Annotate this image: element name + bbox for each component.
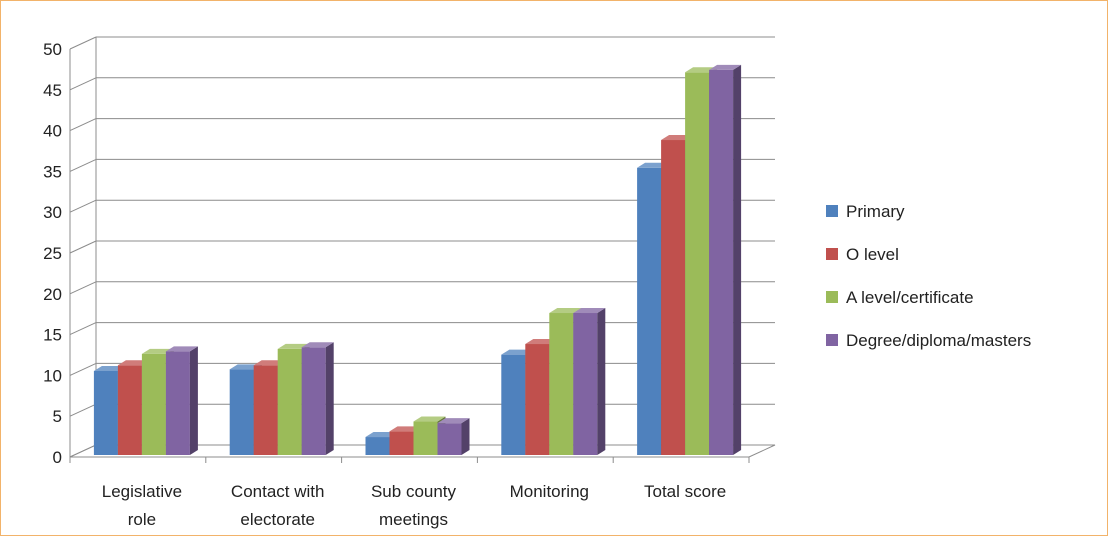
y-tick-label: 5 bbox=[53, 407, 62, 426]
bar-a-level-certificate bbox=[685, 72, 710, 456]
y-tick-label: 15 bbox=[43, 326, 62, 345]
bar-o-level bbox=[253, 365, 278, 455]
bar-top bbox=[437, 418, 470, 424]
bar-side bbox=[461, 418, 470, 455]
bar-side bbox=[733, 64, 742, 456]
legend-label: Primary bbox=[846, 202, 905, 221]
legend-swatch bbox=[826, 248, 838, 260]
gridline-depth bbox=[69, 240, 97, 254]
bar-degree-diploma-masters bbox=[709, 69, 734, 456]
legend-swatch bbox=[826, 205, 838, 217]
bar-top bbox=[413, 416, 446, 422]
legend-label: Degree/diploma/masters bbox=[846, 331, 1031, 350]
bar-o-level bbox=[661, 140, 686, 456]
bar-o-level bbox=[389, 431, 414, 455]
bar-top bbox=[165, 346, 198, 352]
bar-o-level bbox=[525, 344, 550, 455]
gridline-depth bbox=[69, 118, 97, 132]
x-category-label: meetings bbox=[379, 510, 448, 529]
bar-degree-diploma-masters bbox=[165, 351, 190, 455]
bar-degree-diploma-masters bbox=[301, 347, 326, 455]
x-category-label: role bbox=[128, 510, 156, 529]
bar-top bbox=[573, 308, 606, 314]
bar-primary bbox=[93, 370, 118, 455]
bar-side bbox=[325, 342, 334, 455]
y-tick-label: 30 bbox=[43, 203, 62, 222]
bar-side bbox=[597, 308, 606, 455]
y-tick-label: 10 bbox=[43, 366, 62, 385]
gridline-depth bbox=[69, 158, 97, 172]
legend-label: O level bbox=[846, 245, 899, 264]
legend-swatch bbox=[826, 291, 838, 303]
x-category-label: Sub county bbox=[371, 482, 457, 501]
bar-degree-diploma-masters bbox=[573, 313, 598, 455]
y-tick-label: 0 bbox=[53, 448, 62, 467]
bar-primary bbox=[229, 369, 254, 455]
legend-label: A level/certificate bbox=[846, 288, 974, 307]
y-tick-label: 20 bbox=[43, 285, 62, 304]
y-tick-label: 45 bbox=[43, 81, 62, 100]
gridline-depth bbox=[69, 36, 97, 50]
y-tick-label: 35 bbox=[43, 162, 62, 181]
bar-side bbox=[189, 346, 198, 455]
x-category-label: Total score bbox=[644, 482, 726, 501]
x-category-label: Contact with bbox=[231, 482, 325, 501]
bar-top bbox=[301, 342, 334, 348]
x-category-label: Legislative bbox=[102, 482, 182, 501]
bar-a-level-certificate bbox=[277, 348, 302, 455]
x-category-label: electorate bbox=[240, 510, 315, 529]
gridline-depth bbox=[69, 199, 97, 213]
gridline-depth bbox=[69, 403, 97, 417]
bar-o-level bbox=[117, 365, 142, 455]
y-tick-label: 40 bbox=[43, 122, 62, 141]
gridline-depth bbox=[69, 281, 97, 295]
bar-top bbox=[549, 308, 582, 314]
gridline-depth bbox=[69, 77, 97, 91]
bar-a-level-certificate bbox=[549, 313, 574, 455]
bar-top bbox=[709, 64, 742, 70]
bar-primary bbox=[365, 437, 390, 455]
y-tick-label: 25 bbox=[43, 244, 62, 263]
y-tick-label: 50 bbox=[43, 40, 62, 59]
bar-a-level-certificate bbox=[413, 421, 438, 455]
legend-swatch bbox=[826, 334, 838, 346]
bar-a-level-certificate bbox=[141, 353, 166, 455]
bar-primary bbox=[501, 354, 526, 455]
bar-degree-diploma-masters bbox=[437, 423, 462, 455]
gridline-depth bbox=[69, 362, 97, 376]
bar-primary bbox=[637, 167, 662, 455]
gridline-depth bbox=[69, 322, 97, 336]
x-category-label: Monitoring bbox=[510, 482, 589, 501]
